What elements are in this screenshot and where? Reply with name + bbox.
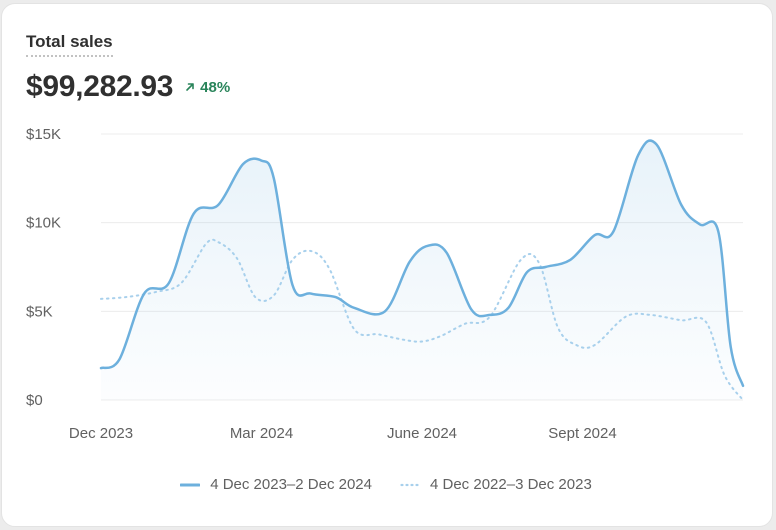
legend-item-previous[interactable]: 4 Dec 2022–3 Dec 2023 bbox=[400, 476, 592, 493]
area-current bbox=[101, 140, 743, 400]
total-row: $99,282.93 48% bbox=[26, 70, 230, 104]
x-tick-label: Mar 2024 bbox=[230, 425, 293, 442]
y-axis-ticks: $15K $10K $5K $0 bbox=[26, 126, 61, 409]
total-value: $99,282.93 bbox=[26, 70, 174, 103]
x-axis-ticks: Dec 2023 Mar 2024 June 2024 Sept 2024 bbox=[69, 425, 617, 442]
x-tick-label: Dec 2023 bbox=[69, 425, 133, 442]
chart-legend: 4 Dec 2023–2 Dec 2024 4 Dec 2022–3 Dec 2… bbox=[0, 476, 772, 493]
series-line-previous[interactable] bbox=[100, 238, 744, 401]
series-line-current[interactable] bbox=[99, 139, 745, 388]
solid-line-icon bbox=[180, 483, 201, 486]
y-tick-label: $10K bbox=[26, 215, 61, 232]
dotted-line-icon bbox=[400, 483, 420, 486]
legend-label-current: 4 Dec 2023–2 Dec 2024 bbox=[210, 476, 372, 493]
legend-item-current[interactable]: 4 Dec 2023–2 Dec 2024 bbox=[180, 476, 372, 493]
y-tick-label: $5K bbox=[26, 303, 53, 320]
x-tick-label: Sept 2024 bbox=[548, 425, 616, 442]
card-title[interactable]: Total sales bbox=[26, 32, 113, 57]
y-tick-label: $15K bbox=[26, 126, 61, 143]
legend-label-previous: 4 Dec 2022–3 Dec 2023 bbox=[430, 476, 592, 493]
x-tick-label: June 2024 bbox=[387, 425, 457, 442]
change-badge: 48% bbox=[185, 79, 230, 96]
y-tick-label: $0 bbox=[26, 392, 43, 409]
arrow-up-right-icon bbox=[186, 83, 194, 91]
change-value: 48% bbox=[200, 78, 231, 96]
sales-line-chart[interactable]: $15K $10K $5K $0 Dec 2023 Mar 2024 June 2024 S… bbox=[0, 0, 776, 470]
